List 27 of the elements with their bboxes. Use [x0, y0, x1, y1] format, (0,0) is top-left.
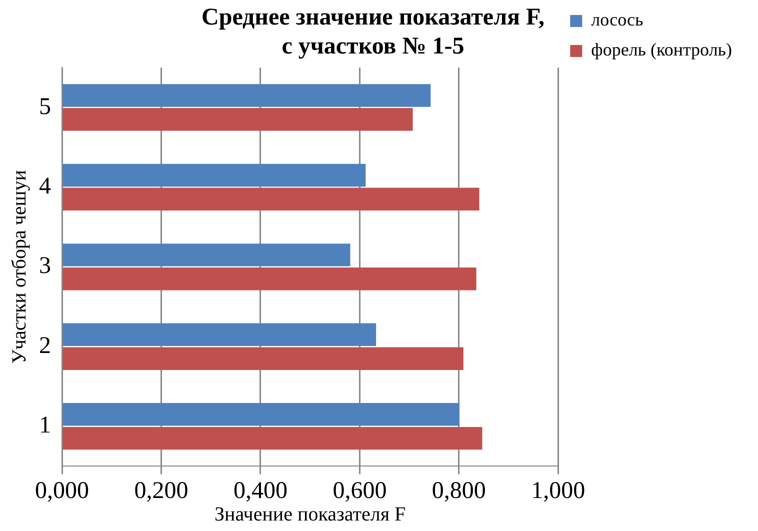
x-axis-title: Значение показателя F	[214, 503, 406, 526]
x-tick-label: 0,200	[134, 478, 188, 504]
y-tick-label: 2	[39, 332, 51, 359]
x-tick-label: 0,800	[432, 478, 486, 504]
bar	[62, 426, 482, 450]
bar	[62, 244, 350, 266]
y-axis-title: Участки отбора чешуи	[8, 170, 30, 364]
bar	[62, 347, 464, 370]
y-tick-label: 1	[39, 412, 51, 439]
x-tick-label: 1,000	[531, 478, 586, 504]
bar	[62, 268, 476, 290]
x-tick-label: 0,400	[233, 478, 288, 504]
x-tick-label: 0,600	[332, 478, 387, 504]
bar	[62, 84, 431, 107]
text: Среднее значение показателя F,	[202, 4, 544, 31]
y-tick-label: 3	[39, 253, 51, 280]
x-tick-label: 0,000	[35, 478, 89, 504]
bar	[62, 188, 480, 210]
legend-label: лосось	[591, 10, 644, 30]
text: с участков № 1-5	[282, 33, 464, 60]
y-tick-label: 4	[39, 173, 51, 200]
bar	[62, 164, 366, 187]
legend-label: форель (контроль)	[591, 40, 732, 60]
bar	[62, 403, 460, 426]
y-tick-label: 5	[39, 94, 51, 120]
bar	[62, 108, 413, 131]
bar	[62, 323, 376, 346]
